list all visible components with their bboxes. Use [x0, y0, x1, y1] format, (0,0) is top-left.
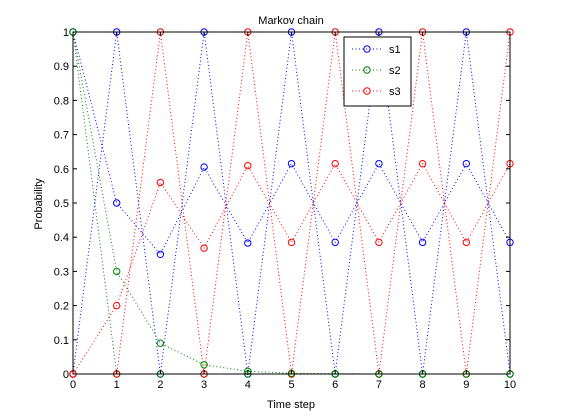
y-tick-label: 0.3	[54, 266, 69, 278]
y-tick-label: 0.1	[54, 335, 69, 347]
legend-label-s1: s1	[389, 44, 401, 56]
series-line-s2-1	[72, 31, 510, 375]
legend-box	[343, 36, 412, 107]
data-point-s1	[156, 250, 165, 259]
x-tick-label: 10	[504, 379, 516, 391]
data-point-s2	[200, 361, 208, 369]
y-tick-label: 0.9	[54, 61, 69, 73]
series-line-s2-4	[72, 31, 510, 375]
x-tick-label: 9	[463, 379, 469, 391]
series-line-s1-0	[72, 31, 511, 375]
chart-title: Markov chain	[258, 15, 323, 27]
data-point-s2	[156, 339, 165, 347]
data-point-s3	[375, 238, 383, 247]
plot-frame	[72, 31, 511, 375]
legend-marker-s2	[363, 66, 371, 74]
data-point-s1	[200, 163, 208, 171]
data-point-s1	[244, 239, 252, 247]
legend: s1 s2 s3	[343, 36, 412, 107]
x-tick-label: 0	[70, 379, 76, 391]
axes-layer: 0 1 2 3 4 5 6 7 8 9 10 0 0.1 0.2 0.3 0.4 0.5 0.6 0.7 0.8 0.9…	[54, 27, 516, 391]
legend-label-s2: s2	[389, 65, 401, 77]
data-point-s1	[113, 199, 121, 207]
y-tick-label: 0.7	[54, 130, 69, 142]
series-line-s3-5	[72, 162, 511, 375]
data-point-s1	[462, 159, 470, 168]
x-tick-label: 5	[288, 379, 294, 391]
x-tick-label: 2	[157, 379, 163, 391]
data-point-s1	[331, 238, 339, 247]
data-point-s2	[113, 267, 121, 276]
data-point-s3	[462, 238, 470, 247]
series-line-s1-3	[72, 31, 511, 256]
y-tick-label: 0.4	[54, 232, 69, 244]
data-point-s3	[331, 159, 339, 168]
data-point-s1	[418, 238, 427, 247]
y-tick-label: 0.8	[54, 95, 69, 107]
y-tick-label: 0.6	[54, 164, 69, 176]
x-tick-label: 4	[245, 379, 251, 391]
x-tick-label: 6	[332, 379, 338, 391]
data-point-s3	[200, 244, 208, 252]
x-tick-label: 3	[201, 379, 207, 391]
data-point-s3	[113, 301, 121, 310]
data-point-s3	[156, 178, 165, 187]
x-axis-label: Time step	[267, 399, 315, 411]
data-point-s3	[244, 162, 252, 170]
series-line-s3-2	[73, 31, 511, 375]
data-point-s1	[375, 159, 383, 168]
x-tick-label: 1	[114, 379, 120, 391]
y-tick-label: 1	[63, 27, 69, 39]
legend-marker-s3	[363, 87, 371, 95]
y-tick-label: 0.2	[54, 301, 69, 313]
data-point-s3	[418, 159, 427, 168]
y-tick-label: 0	[63, 369, 69, 381]
series-layer	[69, 28, 514, 378]
y-axis-label: Probability	[33, 178, 45, 230]
data-point-s1	[287, 159, 296, 168]
y-tick-label: 0.5	[54, 198, 69, 210]
legend-marker-s1	[363, 45, 371, 53]
x-tick-label: 7	[376, 379, 382, 391]
legend-label-s3: s3	[389, 86, 401, 98]
x-tick-label: 8	[420, 379, 426, 391]
data-point-s3	[287, 238, 296, 247]
